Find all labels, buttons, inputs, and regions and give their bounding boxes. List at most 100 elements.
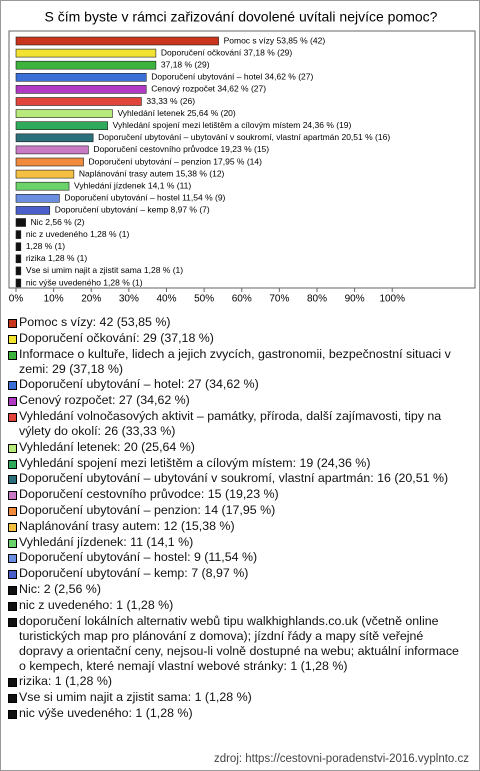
value-label: 37,18 % (29) [161, 59, 210, 69]
legend-item: doporučení lokálních alternativ webů tip… [7, 614, 469, 674]
legend-item: Doporučení ubytování – kemp: 7 (8,97 %) [7, 566, 469, 581]
legend-item: nic z uvedeného: 1 (1,28 %) [7, 598, 469, 613]
x-tick-label: 20% [81, 294, 101, 305]
legend-label: Vyhledání jízdenek: 11 (14,1 %) [19, 534, 194, 549]
value-label: 33,33 % (26) [146, 96, 195, 106]
x-tick-label: 30% [119, 294, 139, 305]
value-label: nic z uvedeného 1,28 % (1) [26, 229, 130, 239]
legend-item: Vse si umim najit a zjistit sama: 1 (1,2… [7, 690, 469, 705]
bar [15, 254, 22, 264]
legend-swatch [8, 381, 17, 391]
legend-label: Nic: 2 (2,56 %) [19, 581, 101, 596]
legend-item: Vyhledání volnočasových aktivit – památk… [7, 409, 469, 439]
value-label: 1,28 % (1) [26, 241, 65, 251]
legend-item: Cenový rozpočet: 27 (34,62 %) [7, 393, 469, 408]
legend-label: nic výše uvedeného: 1 (1,28 %) [19, 705, 193, 720]
legend-item: Vyhledání letenek: 20 (25,64 %) [7, 440, 469, 455]
bar [15, 133, 94, 143]
legend-label: Doporučení ubytování – hotel: 27 (34,62 … [19, 377, 259, 392]
legend-item: Pomoc s vízy: 42 (53,85 %) [7, 315, 469, 330]
bar [15, 218, 26, 227]
legend-swatch [8, 397, 17, 407]
legend-label: Naplánování trasy autem: 12 (15,38 %) [19, 518, 235, 533]
legend-item: rizika: 1 (1,28 %) [7, 674, 469, 689]
legend-label: doporučení lokálních alternativ webů tip… [19, 613, 459, 673]
source: zdroj: https://cestovni-poradenstvi-2016… [213, 753, 469, 765]
value-label: Doporučení očkování 37,18 % (29) [161, 47, 293, 57]
bar [15, 36, 219, 46]
chart-title: S čím byste v rámci zařizování dovolené … [45, 9, 438, 25]
x-tick-label: 80% [307, 294, 327, 305]
legend-swatch [8, 585, 17, 595]
x-tick-label: 50% [194, 294, 214, 305]
bar [15, 97, 142, 106]
legend-item: Doporučení ubytování – hostel: 9 (11,54 … [7, 550, 469, 565]
legend-swatch [8, 491, 17, 501]
legend-swatch [8, 350, 17, 360]
legend-swatch [8, 694, 17, 704]
value-label: nic výše uvedeného 1,28 % (1) [26, 277, 143, 287]
x-tick-label: 0% [9, 294, 24, 305]
legend-label: rizika: 1 (1,28 %) [19, 674, 112, 689]
legend-swatch [8, 506, 17, 516]
legend-swatch [8, 538, 17, 548]
legend-item: Naplánování trasy autem: 12 (15,38 %) [7, 519, 469, 534]
value-label: Doporučení ubytování – hostel 11,54 % (9… [64, 193, 225, 203]
legend-label: Doporučení očkování: 29 (37,18 %) [19, 330, 214, 345]
bar [15, 85, 147, 94]
x-tick-label: 60% [232, 294, 252, 305]
legend-swatch [8, 570, 17, 580]
value-label: Cenový rozpočet 34,62 % (27) [151, 84, 266, 94]
x-tick-label: 70% [269, 294, 289, 305]
bar [15, 181, 70, 191]
value-label: Doporučení ubytování – penzion 17,95 % (… [89, 156, 263, 166]
bar [15, 60, 157, 70]
legend-label: Vyhledání spojení mezi letištěm a cílový… [19, 455, 371, 470]
legend-item: Nic: 2 (2,56 %) [7, 582, 469, 597]
value-label: Doporučení ubytování – ubytování v soukr… [98, 132, 390, 142]
legend-item: Doporučení ubytování – ubytování v soukr… [7, 471, 469, 486]
value-label: rizika 1,28 % (1) [26, 253, 88, 263]
legend-swatch [8, 475, 17, 485]
legend: Pomoc s vízy: 42 (53,85 %) Doporučení očk… [7, 315, 469, 722]
value-label: Vse si umim najit a zjistit sama 1,28 % … [26, 265, 183, 275]
legend-item: Informace o kultuře, lidech a jejich zvy… [7, 347, 469, 377]
bar [15, 109, 113, 118]
value-label: Vyhledání spojení mezi letištěm a cílový… [113, 120, 352, 130]
legend-label: Pomoc s vízy: 42 (53,85 %) [19, 315, 171, 329]
bar [15, 206, 51, 215]
legend-swatch [8, 678, 17, 688]
legend-label: Doporučení cestovního průvodce: 15 (19,2… [19, 487, 279, 502]
legend-item: Doporučení ubytování – penzion: 14 (17,9… [7, 503, 469, 518]
x-tick-label: 40% [156, 294, 176, 305]
legend-swatch [8, 709, 17, 719]
legend-label: Vyhledání letenek: 20 (25,64 %) [19, 439, 195, 454]
legend-swatch [8, 319, 17, 328]
legend-swatch [8, 412, 17, 422]
legend-swatch [8, 443, 17, 453]
bar [15, 157, 84, 167]
value-label: Vyhledání letenek 25,64 % (20) [117, 108, 235, 118]
value-label: Nic 2,56 % (2) [31, 217, 85, 227]
value-label: Naplánování trasy autem 15,38 % (12) [79, 168, 225, 178]
legend-label: Doporučení ubytování – penzion: 14 (17,9… [19, 502, 276, 517]
legend-swatch [8, 459, 17, 469]
value-label: Vyhledání jízdenek 14,1 % (11) [74, 180, 191, 190]
legend-item: Doporučení cestovního průvodce: 15 (19,2… [7, 487, 469, 502]
legend-swatch [8, 601, 17, 611]
legend-label: Cenový rozpočet: 27 (34,62 %) [19, 393, 190, 408]
legend-swatch [8, 554, 17, 564]
bar [15, 145, 89, 155]
legend-swatch [8, 334, 17, 344]
bar [15, 266, 22, 276]
legend-label: nic z uvedeného: 1 (1,28 %) [19, 597, 174, 612]
value-label: Doporučení cestovního průvodce 19,23 % (… [93, 144, 269, 154]
bar [15, 278, 22, 288]
value-label: Doporučení ubytování – hotel 34,62 % (27… [151, 72, 313, 82]
legend-label: Doporučení ubytování – kemp: 7 (8,97 %) [19, 566, 249, 581]
legend-label: Informace o kultuře, lidech a jejich zvy… [19, 346, 451, 376]
legend-label: Doporučení ubytování – ubytování v soukr… [19, 471, 449, 486]
legend-item: Vyhledání spojení mezi letištěm a cílový… [7, 456, 469, 471]
bar [15, 242, 22, 251]
